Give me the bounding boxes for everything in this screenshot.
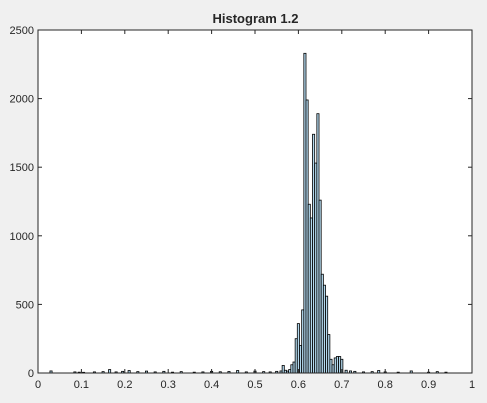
x-tick-label: 0.8 bbox=[378, 379, 393, 391]
x-axis: 0 0.1 0.2 0.3 0.4 0.5 0.6 0.7 0.8 0.9 1 bbox=[35, 30, 475, 391]
y-tick-label: 1000 bbox=[10, 231, 34, 243]
chart-title: Histogram 1.2 bbox=[213, 11, 299, 26]
x-tick-label: 0.5 bbox=[247, 379, 262, 391]
y-axis: 0 500 1000 1500 2000 2500 bbox=[10, 25, 472, 380]
x-tick-label: 0.2 bbox=[117, 379, 132, 391]
y-tick-label: 2000 bbox=[10, 94, 34, 106]
y-tick-label: 0 bbox=[28, 368, 34, 380]
y-tick-label: 2500 bbox=[10, 25, 34, 37]
y-tick-label: 500 bbox=[16, 299, 34, 311]
x-tick-label: 0.4 bbox=[204, 379, 219, 391]
y-tick-label: 1500 bbox=[10, 162, 34, 174]
x-tick-label: 1 bbox=[469, 379, 475, 391]
bars-group bbox=[49, 52, 448, 374]
plot-area bbox=[38, 30, 472, 373]
x-tick-label: 0.6 bbox=[291, 379, 306, 391]
x-tick-label: 0.9 bbox=[421, 379, 436, 391]
x-tick-label: 0 bbox=[35, 379, 41, 391]
x-tick-label: 0.3 bbox=[161, 379, 176, 391]
x-tick-label: 0.1 bbox=[74, 379, 89, 391]
histogram-bar bbox=[108, 369, 112, 374]
x-tick-label: 0.7 bbox=[334, 379, 349, 391]
